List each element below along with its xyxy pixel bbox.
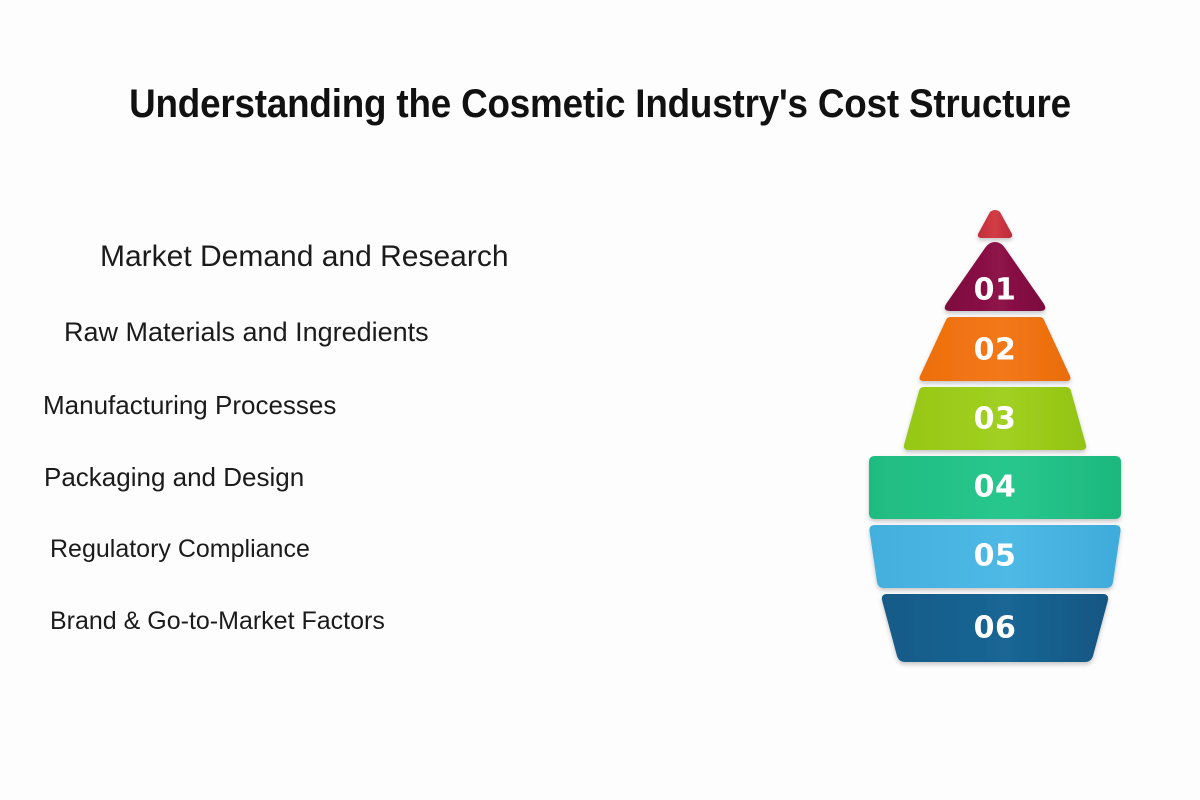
funnel-band-06[interactable]: 06: [881, 594, 1109, 662]
step-label-text: Packaging and Design: [44, 461, 305, 492]
funnel-band-01[interactable]: 01: [944, 242, 1046, 311]
step-label-2: Raw Materials and Ingredients: [64, 312, 429, 352]
funnel-band-number: 02: [974, 333, 1017, 368]
funnel-band-03[interactable]: 03: [903, 387, 1087, 450]
funnel-band-number: 03: [974, 402, 1017, 437]
step-label-3: Manufacturing Processes: [43, 385, 336, 425]
funnel-band-number: 06: [974, 611, 1017, 646]
funnel-band-number: 01: [974, 273, 1017, 308]
funnel-band-number: 04: [974, 470, 1017, 505]
step-label-list: Market Demand and Research Raw Materials…: [0, 232, 660, 662]
funnel-band-02[interactable]: 02: [919, 317, 1071, 381]
step-label-1: Market Demand and Research: [100, 237, 509, 277]
step-label-text: Brand & Go-to-Market Factors: [50, 606, 385, 635]
step-label-text: Regulatory Compliance: [50, 534, 310, 563]
step-label-4: Packaging and Design: [44, 457, 304, 497]
step-label-6: Brand & Go-to-Market Factors: [50, 601, 385, 641]
step-label-text: Raw Materials and Ingredients: [64, 316, 429, 347]
step-label-5: Regulatory Compliance: [50, 529, 310, 569]
step-label-text: Manufacturing Processes: [43, 389, 337, 420]
funnel-band-05[interactable]: 05: [869, 525, 1121, 588]
step-label-text: Market Demand and Research: [100, 240, 509, 273]
pyramid-tip-shape: [977, 210, 1013, 238]
funnel-band-number: 05: [974, 539, 1017, 574]
funnel-band-04[interactable]: 04: [869, 456, 1121, 519]
funnel-diagram: 01 02 03 04 05: [845, 200, 1145, 700]
page-title: Understanding the Cosmetic Industry's Co…: [129, 82, 1071, 126]
